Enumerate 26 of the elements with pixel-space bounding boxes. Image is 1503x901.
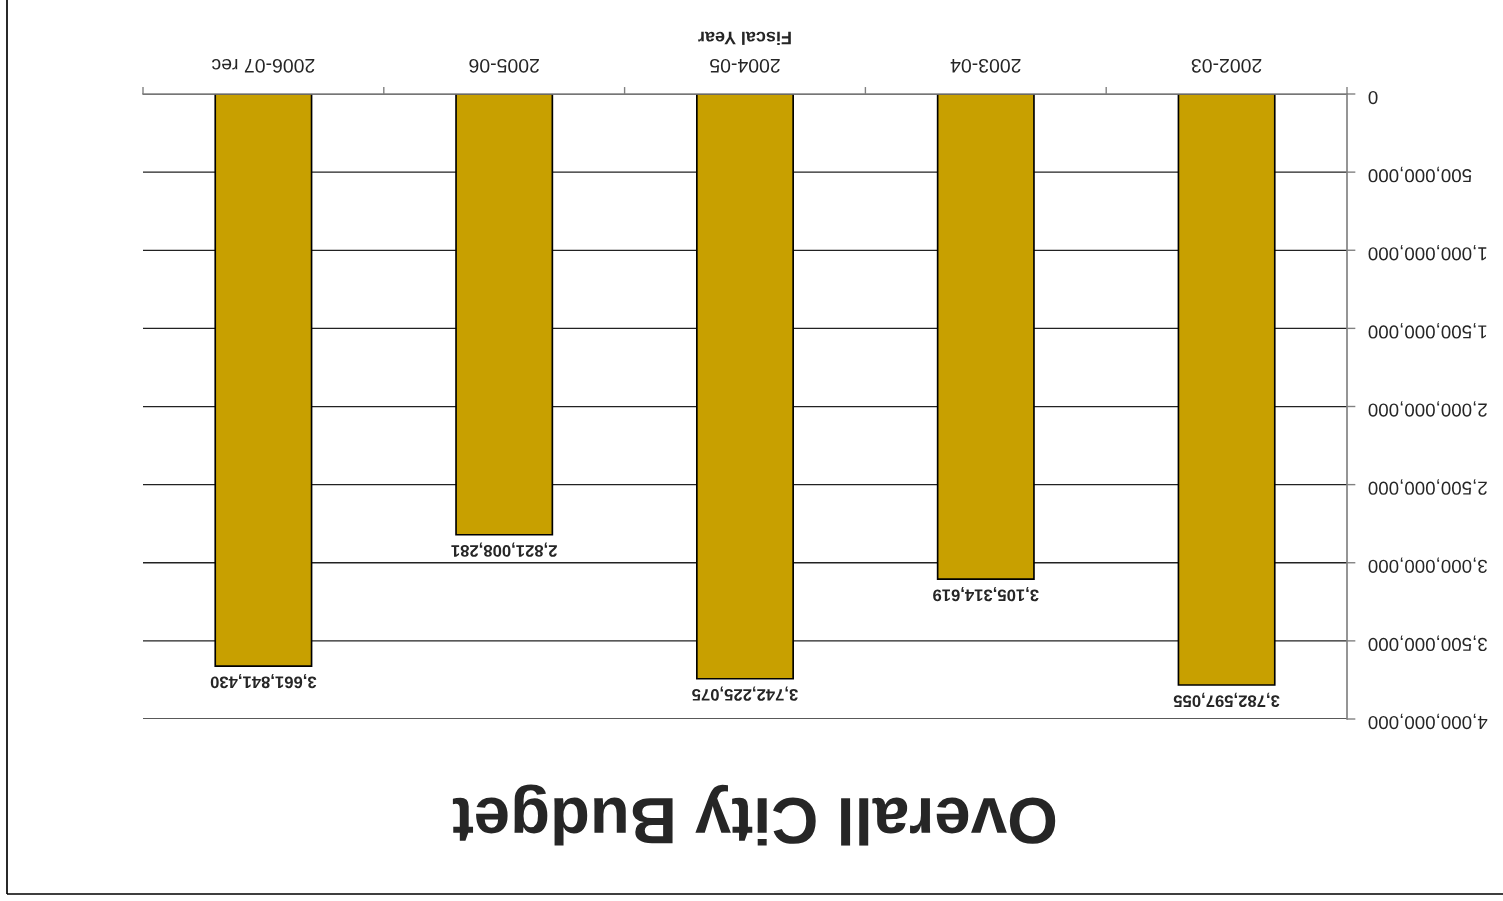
x-tick-label: 2003-04 bbox=[950, 58, 1021, 73]
x-tick-label: 2005-06 bbox=[469, 58, 539, 73]
data-label: 2,821,008,281 bbox=[451, 542, 557, 557]
text: Overall City Budget bbox=[452, 784, 1056, 846]
y-tick-label: 3,500,000,000 bbox=[1368, 635, 1488, 652]
data-label: 3,742,225,075 bbox=[692, 686, 798, 701]
y-tick-label: 4,000,000,000 bbox=[1368, 713, 1488, 730]
bar bbox=[214, 94, 313, 667]
y-tick-label: 1,000,000,000 bbox=[1368, 244, 1487, 261]
y-tick-label: 2,000,000,000 bbox=[1368, 401, 1487, 417]
x-tick-label: 2006-07 rec bbox=[212, 58, 315, 73]
y-tick-label: 2,500,000,000 bbox=[1368, 479, 1487, 495]
bar bbox=[1177, 94, 1276, 686]
bar bbox=[936, 94, 1035, 581]
y-tick-label: 500,000,000 bbox=[1368, 166, 1472, 183]
y-tick-label: 3,000,000,000 bbox=[1368, 557, 1488, 573]
bar bbox=[455, 94, 554, 536]
x-tick-label: 2002-03 bbox=[1191, 58, 1262, 73]
data-label: 3,782,597,055 bbox=[1173, 692, 1280, 708]
y-tick-label: 0 bbox=[1368, 90, 1378, 105]
data-label: 3,661,841,430 bbox=[210, 673, 317, 689]
x-axis-title: Fiscal Year bbox=[698, 31, 791, 45]
bar bbox=[696, 94, 794, 680]
x-tick-label: 2004-05 bbox=[710, 58, 780, 73]
data-label: 3,105,314,619 bbox=[933, 587, 1039, 602]
y-tick-label: 1,500,000,000 bbox=[1368, 323, 1487, 339]
